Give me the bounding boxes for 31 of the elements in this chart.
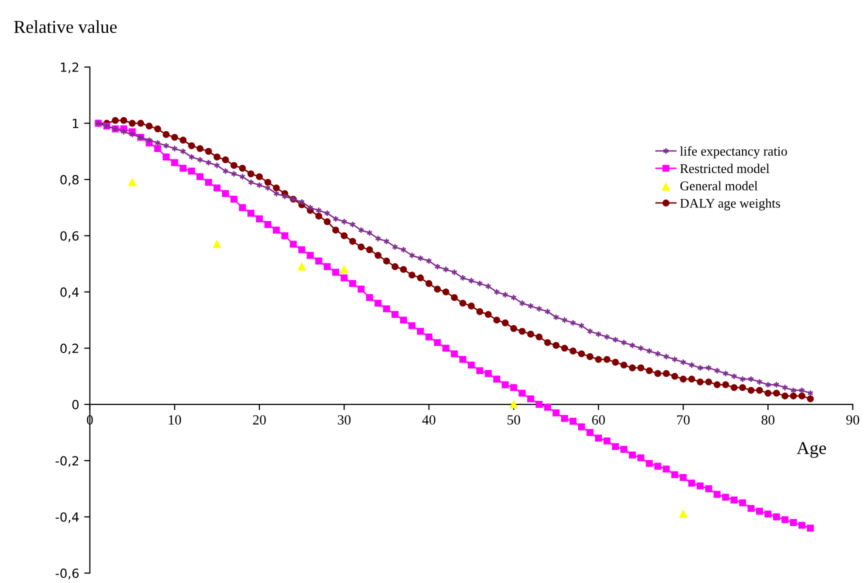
- x-tick-label: 30: [338, 415, 351, 425]
- x-tick-label: 70: [677, 415, 690, 425]
- x-tick-label: 50: [508, 415, 520, 425]
- x-tick-label: 60: [592, 415, 605, 425]
- y-tick-label: 0,8: [60, 174, 79, 186]
- point: [679, 510, 688, 518]
- x-tick-label: 90: [846, 415, 860, 425]
- y-tick-label: 0,4: [60, 287, 79, 298]
- y-axis-title: Relative value: [14, 20, 117, 34]
- legend-label: DALY age weights: [680, 198, 780, 210]
- point: [128, 178, 136, 186]
- x-tick-label: 80: [762, 415, 774, 425]
- point: [340, 266, 348, 274]
- y-tick-label: 1: [72, 118, 78, 128]
- point: [298, 262, 306, 271]
- x-tick-label: 10: [168, 415, 182, 425]
- legend-label: life expectancy ratio: [680, 146, 787, 158]
- x-axis-title: Age: [796, 442, 826, 458]
- y-tick-label: -0,6: [56, 568, 79, 580]
- x-tick-label: 20: [253, 415, 266, 425]
- point: [510, 400, 518, 408]
- y-tick-label: -0,4: [56, 512, 79, 524]
- y-tick-label: -0,2: [56, 456, 78, 467]
- y-tick-label: 0,2: [60, 344, 78, 354]
- legend-label: General model: [680, 181, 758, 190]
- legend-label: Restricted model: [680, 164, 770, 174]
- y-tick-label: 0,6: [60, 231, 79, 242]
- y-tick-label: 1,2: [60, 62, 78, 74]
- x-tick-label: 40: [422, 415, 436, 425]
- y-tick-label: 0: [72, 400, 79, 410]
- point: [213, 240, 221, 248]
